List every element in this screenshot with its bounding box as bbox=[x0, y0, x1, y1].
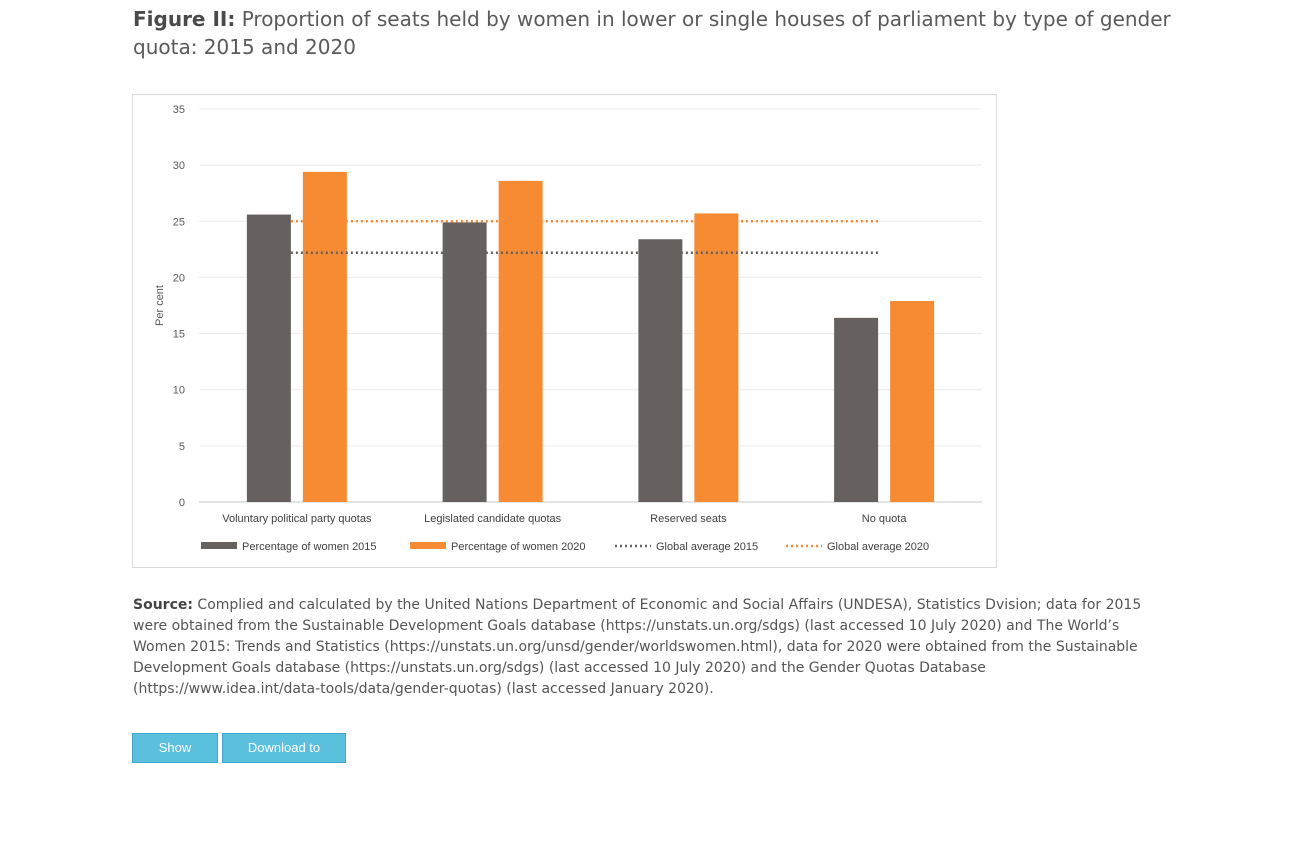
bar bbox=[442, 222, 487, 502]
legend-label: Global average 2015 bbox=[656, 541, 758, 553]
y-tick-label: 5 bbox=[179, 441, 185, 453]
y-tick-label: 0 bbox=[179, 497, 185, 509]
legend-label: Percentage of women 2015 bbox=[242, 541, 377, 553]
y-axis-label: Per cent bbox=[154, 285, 166, 326]
source-label: Source: bbox=[133, 597, 193, 613]
y-tick-label: 25 bbox=[173, 216, 185, 228]
bar bbox=[890, 301, 935, 502]
source-text: Complied and calculated by the United Na… bbox=[133, 597, 1142, 697]
y-tick-label: 20 bbox=[173, 272, 185, 284]
bar bbox=[694, 213, 739, 502]
legend-label: Percentage of women 2020 bbox=[451, 541, 586, 553]
y-tick-label: 35 bbox=[173, 104, 185, 116]
source-note: Source: Complied and calculated by the U… bbox=[133, 595, 1173, 700]
y-tick-label: 30 bbox=[173, 160, 185, 172]
bar bbox=[302, 171, 347, 502]
figure-label: Figure II: bbox=[133, 7, 236, 31]
chart-frame: 0 5 10 15 20 25 30 35 Per cent Voluntary politica… bbox=[132, 94, 997, 568]
figure-title: Figure II: Proportion of seats held by w… bbox=[133, 5, 1173, 61]
download-csv-button[interactable]: Download to CSV bbox=[222, 733, 346, 783]
bar bbox=[638, 239, 683, 502]
x-tick-label: Voluntary political party quotas bbox=[222, 513, 372, 525]
bar bbox=[246, 214, 291, 502]
y-tick-label: 10 bbox=[173, 385, 185, 397]
legend-swatch bbox=[201, 542, 237, 549]
legend-label: Global average 2020 bbox=[827, 541, 929, 553]
y-tick-label: 15 bbox=[173, 329, 185, 341]
x-tick-label: No quota bbox=[862, 513, 908, 525]
x-tick-label: Reserved seats bbox=[650, 513, 727, 525]
x-tick-label: Legislated candidate quotas bbox=[424, 513, 561, 525]
bar bbox=[498, 180, 543, 502]
show-data-button[interactable]: Show Data bbox=[132, 733, 218, 783]
bar bbox=[834, 317, 879, 502]
bar-chart: 0 5 10 15 20 25 30 35 Per cent Voluntary politica… bbox=[154, 104, 982, 553]
legend-swatch bbox=[410, 542, 446, 549]
figure-title-text: Proportion of seats held by women in low… bbox=[133, 7, 1171, 59]
